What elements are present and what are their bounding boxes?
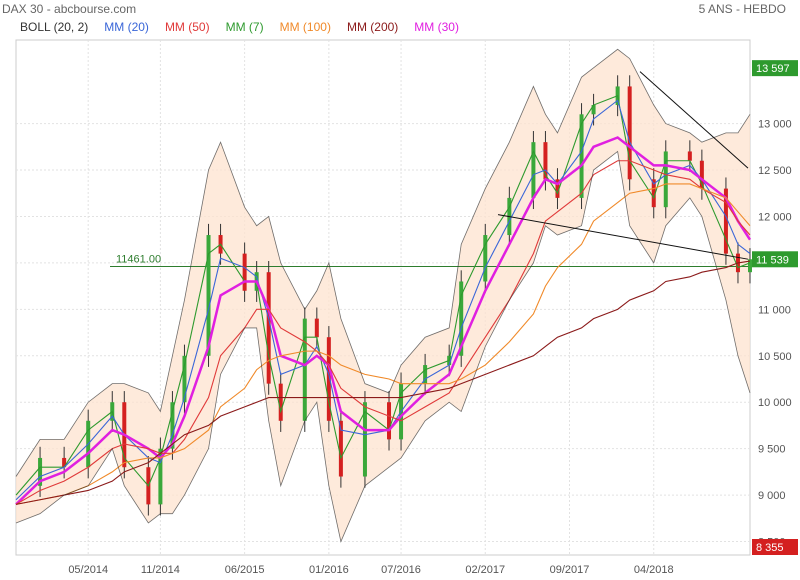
series-line-mm-7- (15, 94, 751, 496)
x-tick-label: 06/2015 (225, 564, 265, 576)
price-tag (752, 251, 798, 268)
x-tick-label: 02/2017 (465, 564, 505, 576)
x-tick-label: 04/2018 (634, 564, 674, 576)
x-tick-label: 07/2016 (381, 564, 421, 576)
series-line-mm-200- (15, 260, 751, 505)
price-candle (555, 179, 560, 198)
price-tag-label: 11 539 (756, 254, 789, 266)
period-label: 5 ANS - HEBDO (698, 2, 786, 16)
y-tick-label: 9 500 (758, 444, 786, 456)
price-tag-label: 13 597 (756, 63, 790, 75)
series-line-boll-20-2-lower (15, 150, 751, 543)
series-line-mm-50- (15, 160, 751, 505)
price-candle (663, 151, 668, 208)
price-candle (651, 179, 656, 208)
price-tag (752, 539, 798, 555)
price-candle (531, 142, 536, 198)
price-candle (326, 337, 331, 421)
price-candle (38, 457, 43, 486)
price-candle (543, 142, 548, 180)
y-tick-label: 11 000 (758, 304, 791, 316)
price-candle (362, 402, 367, 477)
x-tick-label: 11/2014 (141, 564, 180, 576)
price-candle (627, 86, 632, 180)
y-tick-label: 12 500 (758, 165, 792, 177)
price-candle (699, 160, 704, 189)
y-tick-label: 10 500 (758, 351, 792, 363)
series-line-mm-30- (15, 136, 752, 506)
indicator-legend: BOLL (20, 2) MM (20) MM (50) MM (7) MM (100)… (20, 20, 475, 34)
legend-entry: MM (200) (346, 20, 399, 34)
price-candle (278, 383, 283, 421)
y-tick-label: 12 000 (758, 211, 792, 223)
x-tick-label: 01/2016 (309, 564, 349, 576)
legend-entry: MM (100) (279, 20, 331, 34)
y-tick-label: 10 000 (758, 397, 792, 409)
legend-entry: MM (30) (414, 20, 459, 34)
price-candle (314, 318, 319, 338)
x-tick-label: 05/2014 (68, 564, 108, 576)
price-candle (206, 235, 211, 356)
support-line-label: 11461.00 (116, 254, 161, 266)
price-candle (266, 272, 271, 384)
price-candle (723, 188, 728, 254)
price-candle (748, 259, 752, 273)
price-candle (170, 402, 175, 449)
price-candle (182, 355, 187, 403)
y-tick-label: 9 000 (758, 490, 786, 502)
resistance-trendline (639, 71, 749, 169)
support-trendline (497, 214, 749, 260)
price-candle (591, 105, 596, 115)
price-candle (387, 402, 392, 440)
price-candle (158, 448, 163, 505)
legend-entry: MM (20) (104, 20, 149, 34)
legend-entry: MM (50) (164, 20, 210, 34)
price-tag (752, 60, 798, 77)
price-candle (687, 151, 692, 161)
legend-entry: BOLL (20, 2) (20, 20, 89, 34)
y-tick-label: 13 000 (758, 119, 792, 131)
series-line-mm-100- (15, 183, 751, 505)
x-tick-label: 09/2017 (550, 564, 590, 576)
chart-title: DAX 30 - abcbourse.com (2, 2, 137, 16)
price-candle (338, 420, 343, 477)
legend-entry: MM (7) (225, 20, 264, 34)
price-candle (302, 318, 307, 421)
price-candle (579, 114, 584, 198)
price-candle (242, 253, 247, 291)
price-candle (459, 281, 464, 356)
price-candle (62, 457, 67, 468)
price-candle (483, 235, 488, 282)
price-tag-label: 8 355 (756, 542, 784, 554)
price-candle (423, 365, 428, 384)
series-line-boll-20-2-upper (15, 48, 751, 477)
